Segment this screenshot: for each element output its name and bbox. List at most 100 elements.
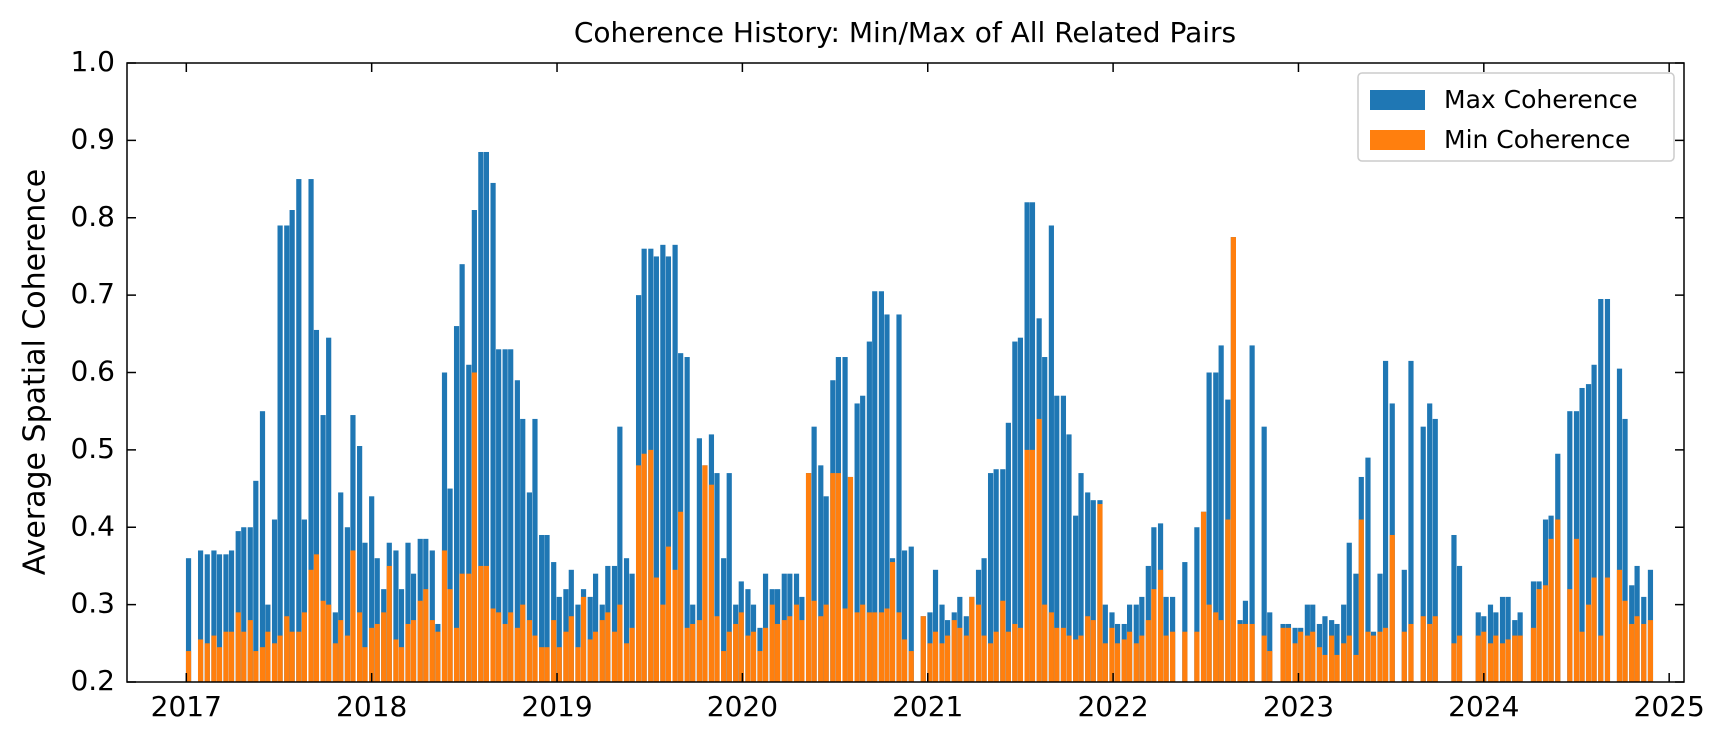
- bar: [1432, 616, 1438, 682]
- bar: [726, 473, 732, 682]
- bar: [235, 531, 241, 682]
- bar: [1647, 620, 1654, 682]
- bar: [878, 612, 884, 682]
- bar: [526, 492, 533, 682]
- bar: [386, 565, 392, 682]
- bar: [866, 612, 872, 682]
- bar: [320, 600, 326, 682]
- bar: [526, 620, 533, 682]
- bar: [818, 465, 824, 682]
- bar: [993, 631, 999, 682]
- bar: [866, 341, 872, 682]
- bar: [483, 565, 490, 682]
- bar: [1194, 527, 1200, 682]
- bar: [1000, 469, 1006, 682]
- bar: [374, 558, 380, 682]
- bar: [580, 596, 587, 682]
- bar: [1567, 589, 1573, 682]
- bar: [289, 210, 295, 682]
- y-tick-label: 0.5: [70, 432, 115, 465]
- bar: [478, 151, 484, 682]
- bar: [1365, 457, 1371, 682]
- bar: [1475, 635, 1481, 682]
- bar: [787, 616, 793, 682]
- bar: [520, 604, 526, 682]
- bar: [1060, 627, 1067, 682]
- bar: [1591, 577, 1597, 682]
- bar: [617, 604, 623, 682]
- bar: [211, 635, 217, 682]
- bar: [532, 635, 538, 682]
- bar: [1170, 631, 1176, 682]
- bar: [185, 558, 192, 682]
- bar: [502, 349, 508, 682]
- bar: [1249, 623, 1255, 682]
- bar: [1085, 492, 1091, 682]
- bar: [204, 643, 210, 682]
- bar: [1218, 345, 1224, 682]
- bar: [447, 589, 453, 682]
- bar: [1017, 627, 1024, 682]
- bar: [1382, 360, 1389, 682]
- bar: [1512, 635, 1518, 682]
- bar: [908, 651, 914, 682]
- bar: [514, 627, 520, 682]
- bar: [211, 550, 217, 682]
- bar: [762, 627, 769, 682]
- bar: [1005, 631, 1011, 682]
- bar: [1451, 534, 1457, 682]
- bar: [987, 473, 994, 682]
- bar: [623, 643, 630, 682]
- bar: [247, 620, 253, 682]
- bar: [539, 647, 545, 682]
- bar: [277, 225, 283, 683]
- bar: [490, 608, 496, 682]
- bar: [1298, 631, 1304, 682]
- bar: [1237, 623, 1243, 682]
- bar: [417, 600, 423, 682]
- bar: [1078, 635, 1084, 682]
- bar: [1542, 585, 1549, 682]
- bar: [889, 562, 896, 682]
- bar: [1036, 418, 1042, 682]
- bar: [672, 244, 678, 683]
- bar: [490, 182, 496, 682]
- bar: [1078, 473, 1084, 682]
- bar: [1629, 623, 1635, 682]
- bar: [223, 631, 229, 682]
- bar: [757, 651, 763, 682]
- bar: [508, 349, 514, 682]
- bar: [684, 627, 690, 682]
- bar: [1641, 623, 1647, 682]
- bar: [1432, 418, 1438, 682]
- bar: [975, 604, 982, 682]
- bar: [653, 256, 659, 682]
- bar: [362, 647, 368, 682]
- bar: [350, 415, 356, 682]
- bar: [1121, 639, 1127, 682]
- bar: [423, 589, 429, 682]
- bar: [1182, 631, 1188, 682]
- bar: [1401, 631, 1407, 682]
- y-tick-label: 0.9: [70, 122, 115, 155]
- bar: [1054, 395, 1060, 682]
- bar: [1634, 616, 1640, 682]
- bar: [435, 631, 441, 682]
- bar: [308, 569, 314, 682]
- bar: [1456, 635, 1463, 682]
- bar: [1145, 620, 1151, 682]
- bar: [860, 604, 866, 682]
- bar: [1017, 337, 1024, 682]
- bar: [508, 612, 514, 682]
- bar: [781, 620, 787, 682]
- bar: [1370, 635, 1377, 682]
- bar: [1029, 449, 1036, 682]
- bar: [1024, 202, 1030, 682]
- bar: [1261, 426, 1267, 682]
- bar: [1401, 569, 1407, 682]
- bar: [690, 623, 696, 682]
- bar: [1358, 519, 1364, 682]
- bar: [963, 635, 969, 682]
- bar: [223, 554, 229, 682]
- bar: [714, 473, 720, 682]
